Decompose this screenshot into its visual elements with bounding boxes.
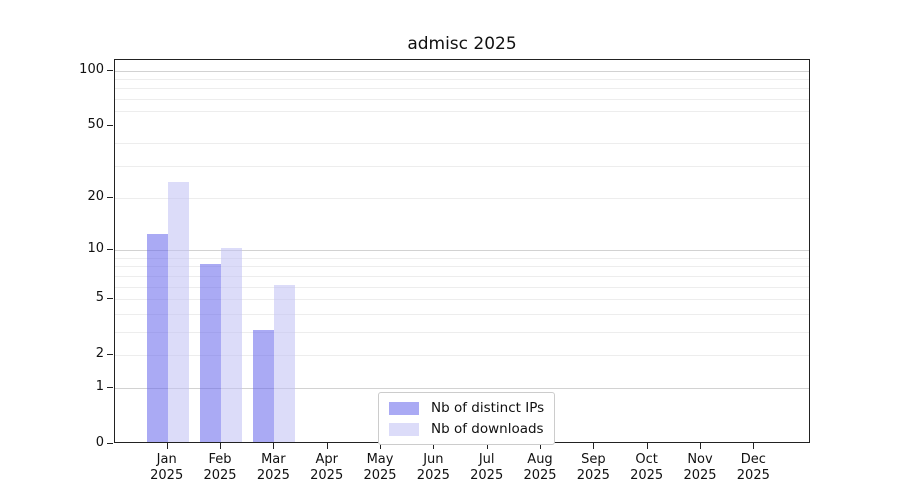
x-tick-label-mar: Mar 2025 bbox=[231, 452, 315, 484]
x-tick-mark-feb bbox=[220, 443, 222, 449]
y-tick-label-0: 0 bbox=[95, 435, 104, 450]
month-label: Mar bbox=[261, 452, 286, 467]
chart-title: admisc 2025 bbox=[407, 34, 517, 54]
x-tick-mark-aug bbox=[540, 443, 541, 449]
bar-jan-distinct-ips bbox=[146, 234, 168, 442]
month-label: Jan bbox=[156, 452, 177, 467]
month-label: Sep bbox=[581, 452, 606, 467]
legend-swatch-distinct-ips bbox=[389, 401, 419, 415]
y-tick-mark-100 bbox=[107, 69, 113, 71]
y-tick-label-10: 10 bbox=[87, 240, 104, 256]
x-tick-label-may: May 2025 bbox=[338, 452, 422, 484]
gridline-minor-40 bbox=[115, 143, 809, 145]
bar-feb-downloads bbox=[221, 247, 243, 442]
y-tick-label-1: 1 bbox=[95, 378, 104, 394]
month-label: Nov bbox=[687, 452, 713, 467]
gridline-minor-6 bbox=[115, 286, 809, 288]
x-tick-label-jan: Jan 2025 bbox=[125, 452, 209, 484]
y-tick-mark-10 bbox=[107, 248, 113, 250]
x-tick-label-sep: Sep 2025 bbox=[551, 452, 635, 484]
year-label: 2025 bbox=[470, 468, 504, 483]
x-tick-mark-nov bbox=[700, 443, 701, 449]
y-tick-mark-0 bbox=[107, 443, 113, 444]
gridline-minor-30 bbox=[115, 166, 809, 168]
bar-mar-distinct-ips bbox=[253, 329, 275, 442]
year-label: 2025 bbox=[363, 468, 397, 483]
gridline-minor-5 bbox=[115, 298, 809, 300]
gridline-minor-80 bbox=[115, 88, 809, 90]
month-label: Jun bbox=[423, 452, 444, 467]
y-tick-mark-5 bbox=[107, 297, 113, 299]
x-tick-mark-jul bbox=[486, 443, 488, 449]
x-tick-mark-apr bbox=[326, 443, 328, 449]
gridline-minor-9 bbox=[115, 257, 809, 259]
bar-jan-downloads bbox=[167, 181, 189, 442]
y-tick-mark-50 bbox=[107, 124, 113, 126]
x-tick-mark-oct bbox=[646, 443, 648, 449]
y-tick-label-50: 50 bbox=[87, 116, 104, 132]
x-tick-label-apr: Apr 2025 bbox=[285, 452, 369, 484]
year-label: 2025 bbox=[736, 468, 770, 483]
gridline-major-1 bbox=[115, 387, 809, 389]
gridline-major-10 bbox=[115, 249, 809, 251]
month-label: Jul bbox=[478, 452, 495, 467]
x-tick-mark-mar bbox=[273, 443, 275, 449]
x-tick-mark-jun bbox=[433, 443, 435, 449]
x-tick-label-feb: Feb 2025 bbox=[178, 452, 262, 484]
y-tick-mark-20 bbox=[107, 196, 113, 198]
year-label: 2025 bbox=[683, 468, 717, 483]
bar-feb-distinct-ips bbox=[200, 264, 222, 442]
year-label: 2025 bbox=[203, 468, 237, 483]
legend: Nb of distinct IPs Nb of downloads bbox=[378, 392, 556, 445]
gridline-minor-20 bbox=[115, 197, 809, 199]
legend-entry-distinct-ips: Nb of distinct IPs bbox=[389, 400, 544, 416]
month-label: Aug bbox=[527, 452, 553, 467]
legend-swatch-downloads bbox=[389, 422, 419, 436]
year-label: 2025 bbox=[576, 468, 610, 483]
y-tick-label-20: 20 bbox=[87, 188, 104, 204]
gridline-minor-4 bbox=[115, 313, 809, 315]
legend-label-downloads: Nb of downloads bbox=[431, 421, 544, 437]
gridline-minor-70 bbox=[115, 99, 809, 101]
year-label: 2025 bbox=[150, 468, 184, 483]
legend-label-distinct-ips: Nb of distinct IPs bbox=[431, 400, 545, 416]
gridline-major-100 bbox=[115, 70, 809, 72]
month-label: May bbox=[366, 452, 394, 467]
month-label: Apr bbox=[315, 452, 338, 467]
y-tick-label-2: 2 bbox=[95, 346, 104, 362]
legend-entry-downloads: Nb of downloads bbox=[389, 421, 544, 437]
gridline-minor-2 bbox=[115, 355, 809, 357]
year-label: 2025 bbox=[310, 468, 344, 483]
year-label: 2025 bbox=[523, 468, 557, 483]
bar-mar-downloads bbox=[274, 284, 296, 442]
x-tick-mark-may bbox=[380, 443, 382, 449]
gridline-minor-3 bbox=[115, 331, 809, 333]
x-tick-label-jul: Jul 2025 bbox=[445, 452, 529, 484]
y-tick-label-5: 5 bbox=[95, 289, 104, 305]
gridline-minor-90 bbox=[115, 78, 809, 80]
gridline-minor-7 bbox=[115, 275, 809, 277]
y-tick-label-100: 100 bbox=[79, 61, 104, 77]
x-tick-mark-sep bbox=[593, 443, 595, 449]
month-label: Dec bbox=[740, 452, 766, 467]
x-tick-label-oct: Oct 2025 bbox=[605, 452, 689, 484]
year-label: 2025 bbox=[416, 468, 450, 483]
gridline-minor-60 bbox=[115, 111, 809, 113]
x-tick-label-jun: Jun 2025 bbox=[391, 452, 475, 484]
x-tick-label-dec: Dec 2025 bbox=[711, 452, 795, 484]
y-tick-mark-1 bbox=[107, 386, 113, 388]
year-label: 2025 bbox=[256, 468, 290, 483]
month-label: Oct bbox=[635, 452, 658, 467]
x-tick-mark-dec bbox=[753, 443, 755, 449]
gridline-minor-8 bbox=[115, 266, 809, 268]
x-tick-label-nov: Nov 2025 bbox=[658, 452, 742, 484]
plot-area: Nb of distinct IPs Nb of downloads bbox=[114, 59, 810, 445]
x-tick-mark-jan bbox=[166, 443, 168, 449]
x-tick-label-aug: Aug 2025 bbox=[498, 452, 582, 484]
y-tick-mark-2 bbox=[107, 354, 113, 356]
month-label: Feb bbox=[208, 452, 232, 467]
year-label: 2025 bbox=[630, 468, 664, 483]
